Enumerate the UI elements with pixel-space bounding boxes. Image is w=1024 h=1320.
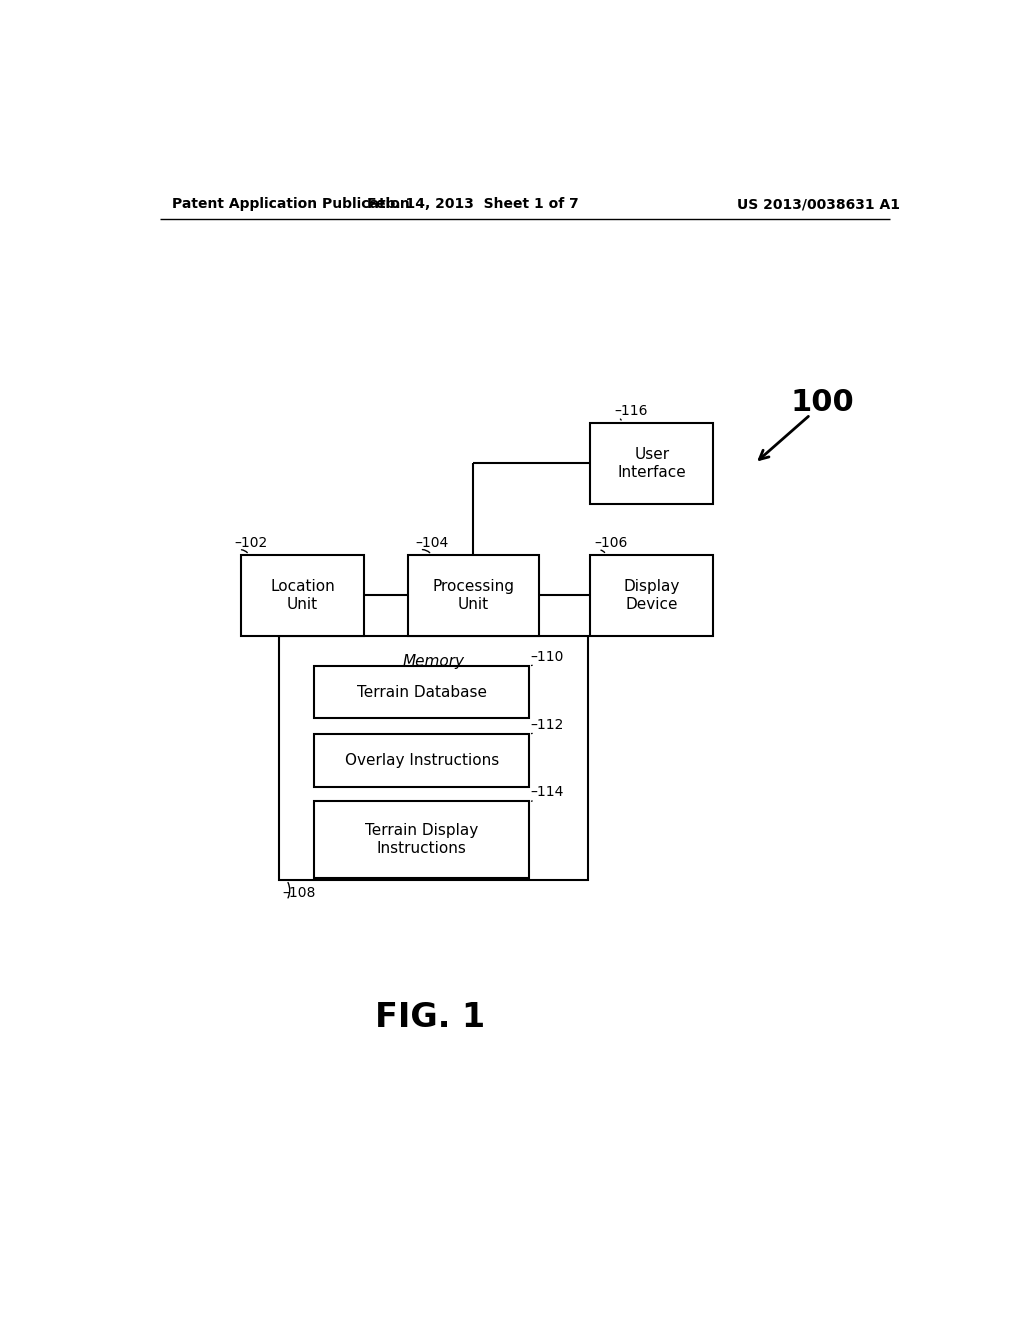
Text: –112: –112 <box>530 718 564 731</box>
Text: Patent Application Publication: Patent Application Publication <box>172 197 410 211</box>
Text: –114: –114 <box>530 785 564 799</box>
Text: Feb. 14, 2013  Sheet 1 of 7: Feb. 14, 2013 Sheet 1 of 7 <box>368 197 580 211</box>
Text: Terrain Database: Terrain Database <box>356 685 486 700</box>
Text: –110: –110 <box>530 649 564 664</box>
Text: Overlay Instructions: Overlay Instructions <box>344 752 499 768</box>
FancyBboxPatch shape <box>314 734 528 787</box>
FancyBboxPatch shape <box>241 554 365 636</box>
Text: Terrain Display
Instructions: Terrain Display Instructions <box>365 824 478 855</box>
Text: Processing
Unit: Processing Unit <box>432 579 514 611</box>
Text: 100: 100 <box>791 388 854 417</box>
Text: –116: –116 <box>614 404 647 417</box>
Text: US 2013/0038631 A1: US 2013/0038631 A1 <box>737 197 900 211</box>
Text: Display
Device: Display Device <box>624 579 680 611</box>
Text: –102: –102 <box>234 536 268 549</box>
Text: User
Interface: User Interface <box>617 447 686 479</box>
Text: –106: –106 <box>594 536 628 549</box>
Text: Location
Unit: Location Unit <box>270 579 335 611</box>
Text: Memory: Memory <box>402 655 465 669</box>
FancyBboxPatch shape <box>314 801 528 878</box>
FancyBboxPatch shape <box>590 422 714 504</box>
FancyBboxPatch shape <box>279 636 588 880</box>
Text: –104: –104 <box>416 536 449 549</box>
FancyBboxPatch shape <box>590 554 714 636</box>
Text: –108: –108 <box>283 886 316 900</box>
Text: FIG. 1: FIG. 1 <box>375 1001 484 1034</box>
FancyBboxPatch shape <box>408 554 539 636</box>
FancyBboxPatch shape <box>314 665 528 718</box>
